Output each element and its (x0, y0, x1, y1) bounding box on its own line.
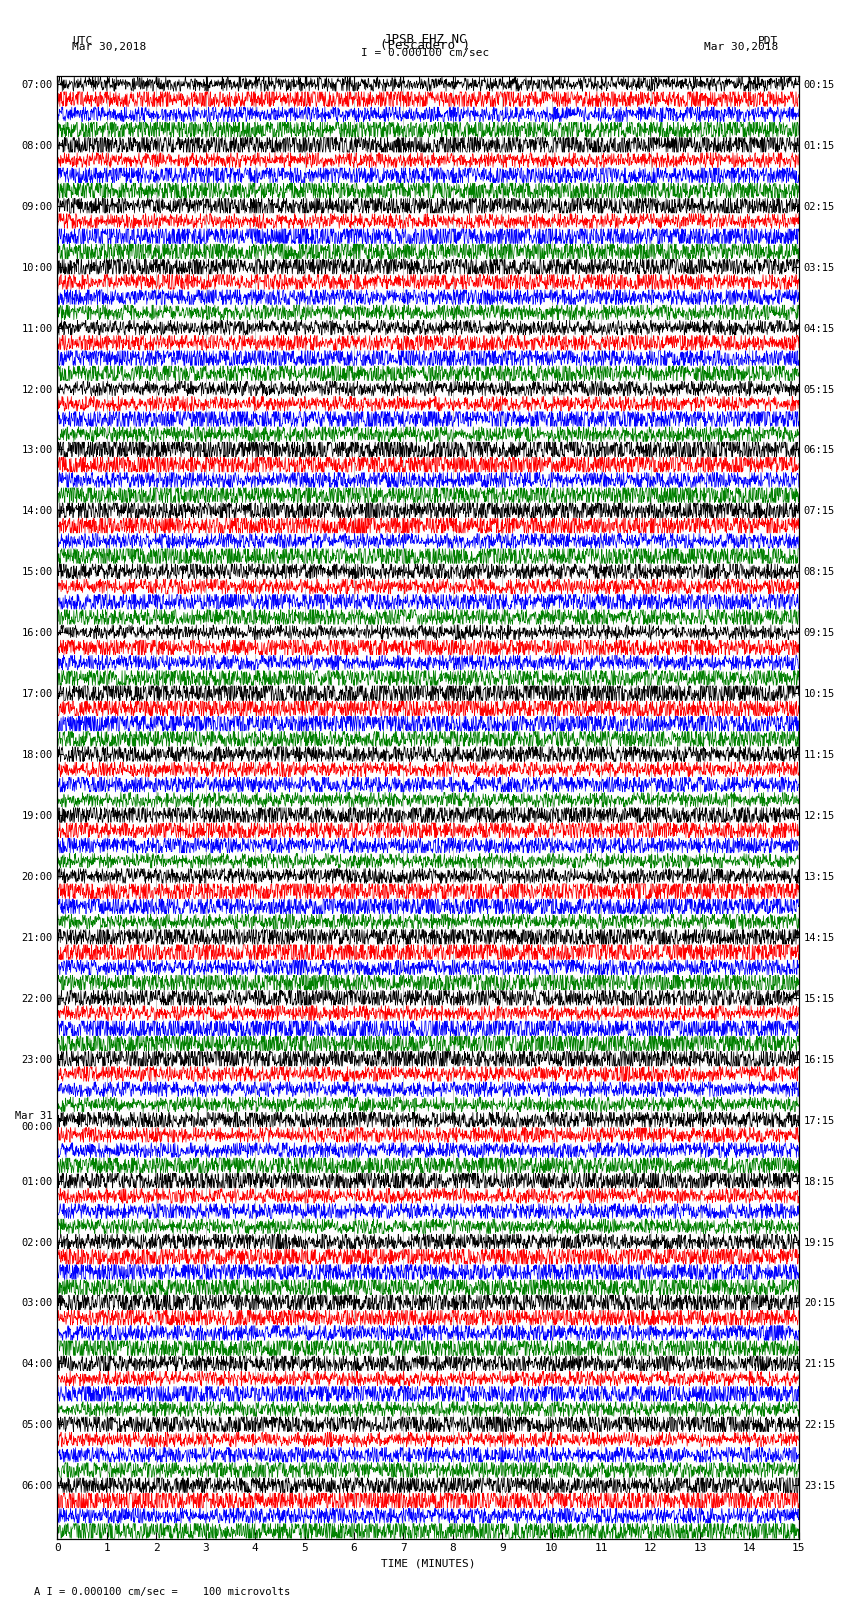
Text: A I = 0.000100 cm/sec =    100 microvolts: A I = 0.000100 cm/sec = 100 microvolts (34, 1587, 290, 1597)
X-axis label: TIME (MINUTES): TIME (MINUTES) (381, 1560, 475, 1569)
Text: JPSB EHZ NC: JPSB EHZ NC (383, 32, 467, 45)
Text: PDT: PDT (757, 35, 778, 45)
Text: I = 0.000100 cm/sec: I = 0.000100 cm/sec (361, 48, 489, 58)
Text: (Pescadero ): (Pescadero ) (380, 39, 470, 52)
Text: UTC: UTC (72, 35, 93, 45)
Text: Mar 30,2018: Mar 30,2018 (704, 42, 778, 52)
Text: Mar 30,2018: Mar 30,2018 (72, 42, 146, 52)
